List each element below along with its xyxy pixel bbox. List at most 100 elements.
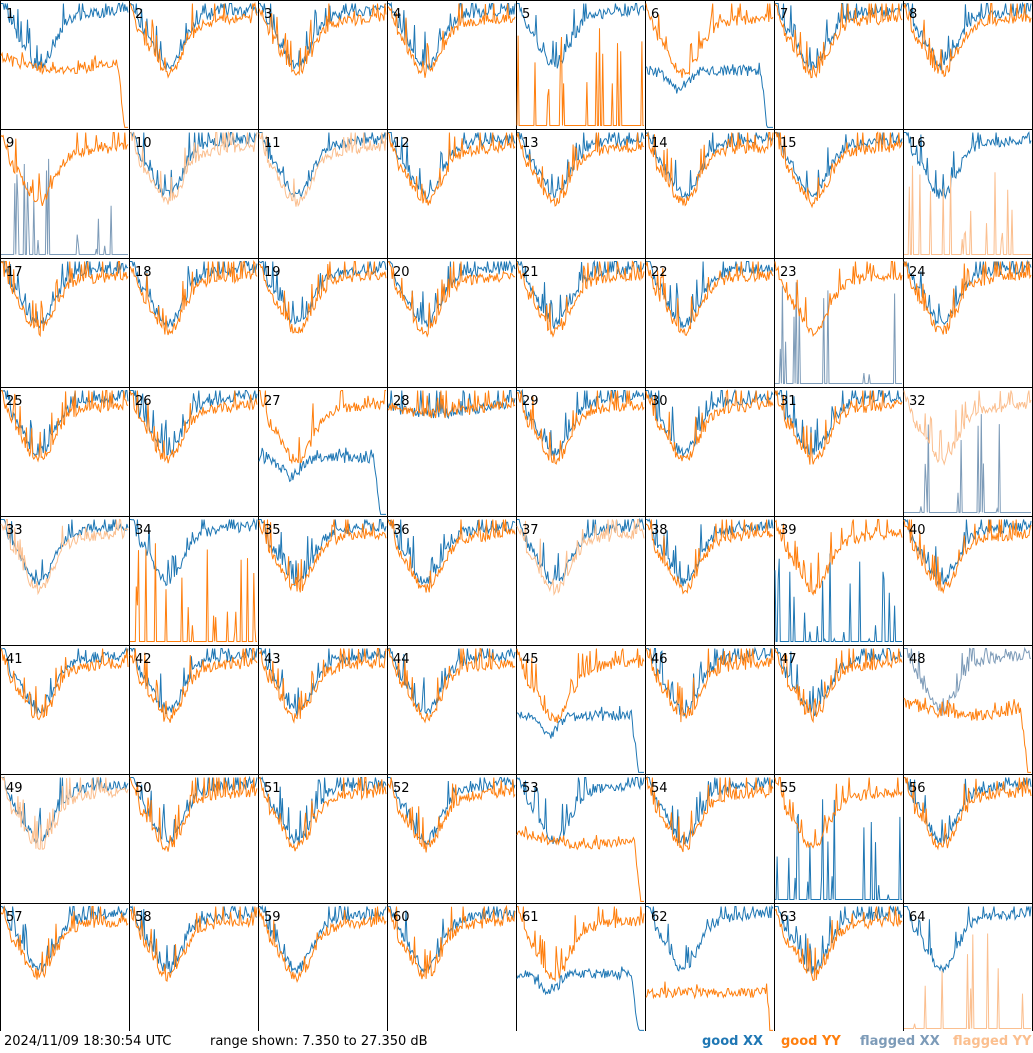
series-good-yy	[516, 648, 645, 723]
panel-32: 32	[903, 387, 1033, 517]
panel-label: 64	[909, 910, 926, 925]
panel-label: 3	[264, 7, 272, 22]
series-good-xx	[258, 447, 386, 515]
series-good-yy	[387, 260, 516, 338]
panel-12: 12	[387, 129, 517, 259]
series-good-yy	[774, 261, 903, 337]
series-good-yy	[774, 131, 903, 209]
panel-55: 55	[774, 774, 904, 904]
panel-label: 55	[780, 781, 797, 796]
panel-frame	[387, 774, 517, 904]
panel-15: 15	[774, 129, 904, 259]
series-good-yy	[387, 132, 516, 206]
series-good-yy	[645, 775, 774, 853]
panel-51: 51	[258, 774, 388, 904]
series-good-xx	[516, 966, 644, 1031]
panel-label: 44	[393, 652, 410, 667]
panel-label: 4	[393, 7, 401, 22]
panel-frame	[774, 387, 904, 517]
panel-48: 48	[903, 645, 1033, 775]
panel-label: 36	[393, 523, 410, 538]
panel-20: 20	[387, 258, 517, 388]
panel-frame	[0, 903, 130, 1031]
panel-frame	[516, 0, 646, 130]
series-good-yy	[774, 777, 903, 849]
series-good-xx	[904, 906, 1032, 974]
panel-26: 26	[129, 387, 259, 517]
series-good-yy	[645, 648, 774, 723]
panel-frame	[258, 129, 388, 259]
panel-31: 31	[774, 387, 904, 517]
panel-60: 60	[387, 903, 517, 1031]
panel-label: 27	[264, 394, 281, 409]
series-good-xx	[646, 904, 774, 972]
panel-58: 58	[129, 903, 259, 1031]
panel-label: 57	[6, 910, 23, 925]
panel-2: 2	[129, 0, 259, 130]
panel-label: 54	[651, 781, 668, 796]
panel-45: 45	[516, 645, 646, 775]
panel-10: 10	[129, 129, 259, 259]
series-good-xx	[517, 3, 645, 69]
series-good-xx	[130, 648, 258, 714]
panel-label: 50	[135, 781, 152, 796]
panel-label: 20	[393, 265, 410, 280]
panel-label: 61	[522, 910, 539, 925]
series-good-xx	[517, 132, 645, 199]
series-good-yy	[387, 904, 516, 980]
panel-label: 47	[780, 652, 797, 667]
panel-label: 62	[651, 910, 668, 925]
panel-61: 61	[516, 903, 646, 1031]
series-good-yy	[258, 261, 387, 334]
series-good-xx	[259, 132, 387, 198]
panel-38: 38	[645, 516, 775, 646]
panel-label: 37	[522, 523, 539, 538]
series-good-yy	[903, 3, 1032, 78]
series-flagged-yy	[904, 165, 1031, 255]
series-good-xx	[774, 553, 902, 642]
series-good-yy	[645, 389, 774, 462]
panel-11: 11	[258, 129, 388, 259]
series-flagged-yy	[903, 390, 1032, 466]
series-good-xx	[517, 517, 645, 585]
series-flagged-yy	[0, 518, 129, 596]
panel-43: 43	[258, 645, 388, 775]
panel-56: 56	[903, 774, 1033, 904]
panel-47: 47	[774, 645, 904, 775]
panel-7: 7	[774, 0, 904, 130]
panel-label: 24	[909, 265, 926, 280]
panel-24: 24	[903, 258, 1033, 388]
series-good-xx	[646, 518, 774, 587]
series-good-xx	[129, 905, 258, 974]
series-good-yy	[516, 260, 645, 338]
series-good-yy	[774, 648, 903, 724]
series-good-yy	[129, 390, 258, 464]
panel-label: 42	[135, 652, 152, 667]
series-good-yy	[774, 390, 903, 465]
panel-9: 9	[0, 129, 130, 259]
series-good-yy	[129, 776, 258, 852]
series-good-yy	[517, 906, 645, 982]
panel-label: 26	[135, 394, 152, 409]
panel-62: 62	[645, 903, 775, 1031]
panel-label: 1	[6, 7, 14, 22]
panel-label: 51	[264, 781, 281, 796]
series-good-yy	[130, 543, 257, 642]
series-good-yy	[0, 648, 129, 721]
series-good-yy	[129, 648, 258, 723]
series-good-xx	[130, 261, 258, 329]
panel-46: 46	[645, 645, 775, 775]
panel-label: 6	[651, 7, 659, 22]
panel-25: 25	[0, 387, 130, 517]
panel-label: 49	[6, 781, 23, 796]
panel-64: 64	[903, 903, 1033, 1031]
series-good-xx	[645, 131, 774, 199]
panel-label: 28	[393, 394, 410, 409]
panel-label: 17	[6, 265, 23, 280]
panel-label: 63	[780, 910, 797, 925]
series-good-xx	[130, 131, 258, 198]
panel-41: 41	[0, 645, 130, 775]
series-good-yy	[258, 390, 386, 465]
panel-label: 53	[522, 781, 539, 796]
